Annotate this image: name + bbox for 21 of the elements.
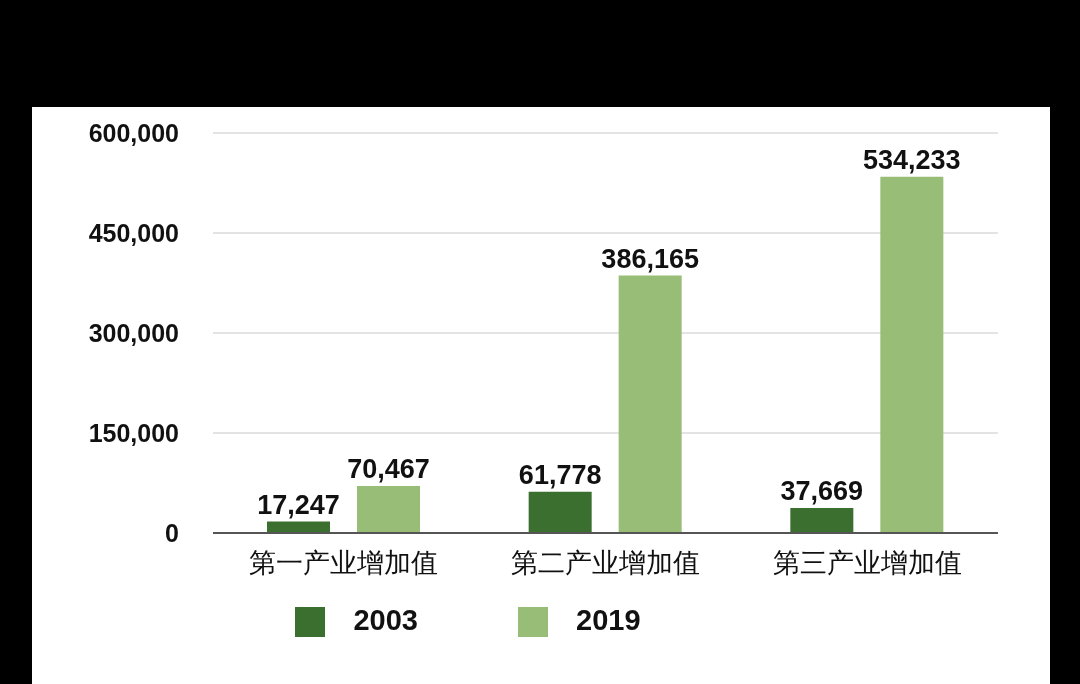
bar [790, 507, 854, 533]
y-tick-label: 450,000 [88, 218, 179, 247]
bar [618, 275, 682, 533]
legend-label: 2003 [353, 604, 418, 636]
data-label: 534,233 [863, 144, 961, 175]
data-label: 61,778 [518, 459, 602, 490]
x-tick-label: 第三产业增加值 [772, 548, 962, 579]
x-tick-label: 第一产业增加值 [249, 548, 439, 579]
bar [357, 486, 420, 533]
y-tick-label: 150,000 [88, 418, 179, 447]
bar [528, 491, 592, 533]
y-tick-label: 0 [165, 518, 179, 547]
x-tick-label: 第二产业增加值 [511, 548, 700, 579]
data-label: 386,165 [601, 243, 699, 274]
y-tick-label: 600,000 [88, 118, 179, 147]
data-label: 70,467 [347, 454, 430, 485]
data-label: 17,247 [257, 489, 340, 520]
data-label: 37,669 [780, 475, 864, 506]
bar [880, 176, 944, 533]
legend-label: 2019 [576, 604, 641, 636]
y-tick-label: 300,000 [88, 318, 179, 347]
